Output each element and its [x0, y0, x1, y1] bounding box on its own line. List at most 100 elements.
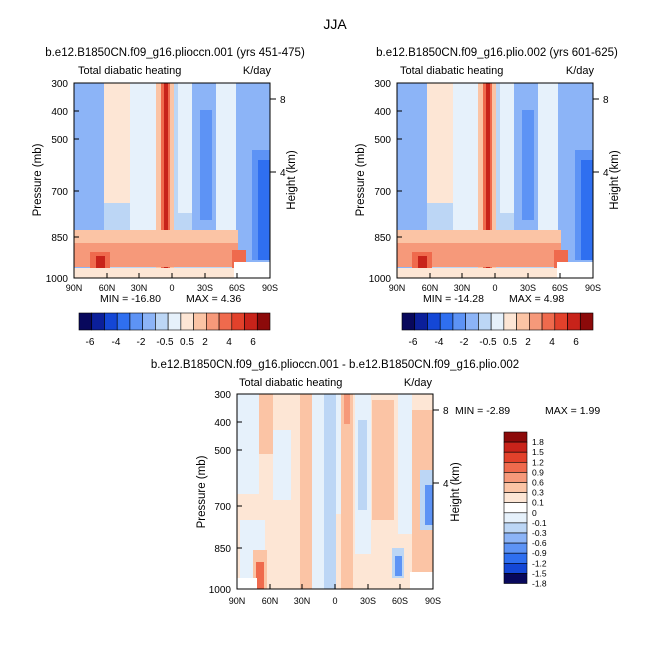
panel-3-colorbar-swatch-15 — [503, 573, 528, 584]
panel-1-cb-label-6: 2 — [202, 337, 208, 348]
panel-1-height-tick-4: 4 — [280, 168, 286, 179]
panel-1-colorbar-swatch-15 — [256, 312, 271, 331]
panel-3-xaxis: 90N 60N 30N 0 30S 60S 90S — [229, 584, 441, 606]
panel-2-field — [397, 83, 593, 278]
panel-1-xaxis: 90N 60N 30N 0 30S 60S 90S — [66, 273, 278, 293]
panel-2-subtitle-right: K/day — [566, 65, 595, 77]
panel-1-cb-label-7: 4 — [226, 337, 232, 348]
panel-1-ytick-300: 300 — [51, 79, 68, 90]
panel-2-ytick-850: 850 — [374, 233, 391, 244]
panel-1-title: b.e12.B1850CN.f09_g16.plioccn.001 (yrs 4… — [45, 47, 305, 59]
panel-3-colorbar-swatch-12 — [503, 542, 528, 554]
panel-2-cb-label-4: -0.5 — [479, 337, 497, 348]
panel-3-cb-label-3: 1.2 — [532, 457, 544, 467]
panel-2-xaxis: 90N 60N 30N 0 30S 60S 90S — [389, 273, 601, 293]
panel-2: b.e12.B1850CN.f09_g16.plio.002 (yrs 601-… — [355, 47, 621, 348]
panel-2-xtick-0: 0 — [492, 283, 497, 293]
panel-2-colorbar-swatch-14 — [567, 312, 581, 331]
panel-3-height-axis: 8 4 Height (km) — [433, 406, 462, 522]
panel-2-cb-label-6: 2 — [525, 337, 531, 348]
panel-2-colorbar-swatch-6 — [465, 312, 479, 331]
panel-1-ylabel: Pressure (mb) — [32, 143, 44, 216]
panel-3-ytick-700: 700 — [214, 502, 231, 513]
panel-3-colorbar-swatch-11 — [503, 532, 528, 544]
panel-1-colorbar-swatch-8 — [167, 312, 182, 331]
panel-3-colorbar-swatch-1 — [503, 431, 528, 443]
panel-3-xtick-30N: 30N — [294, 596, 311, 606]
panel-3-colorbar-swatch-2 — [503, 441, 528, 453]
panel-3-cb-label-7: 0.1 — [532, 498, 544, 508]
panel-3-cb-label-11: -0.6 — [532, 538, 547, 548]
panel-1-colorbar-swatch-6 — [142, 312, 156, 331]
panel-1-cb-label-8: 6 — [250, 337, 256, 348]
panel-2-height-tick-4: 4 — [603, 168, 609, 179]
panel-2-yaxis: 300 400 500 700 850 1000 Pressure (mb) — [355, 79, 402, 285]
panel-2-ytick-500: 500 — [374, 135, 391, 146]
panel-3-cb-label-14: -1.5 — [532, 568, 547, 578]
panel-3-ytick-400: 400 — [214, 418, 231, 429]
panel-3-colorbar-swatch-5 — [503, 472, 528, 483]
panel-2-colorbar-swatch-12 — [541, 312, 556, 331]
panel-2-xtick-60S: 60S — [552, 283, 568, 293]
panel-3-min: MIN = -2.89 — [455, 405, 510, 417]
panel-2-cb-label-7: 4 — [549, 337, 555, 348]
panel-3-colorbar: 1.81.51.20.90.60.30.10-0.1-0.3-0.6-0.9-1… — [503, 431, 547, 589]
panel-2-xtick-30N: 30N — [454, 283, 471, 293]
panel-2-colorbar-swatch-5 — [452, 312, 466, 331]
panel-2-cb-label-5: 0.5 — [503, 337, 517, 348]
panel-3-colorbar-swatch-13 — [503, 552, 528, 564]
panel-3-colorbar-swatch-8 — [503, 502, 528, 514]
panel-2-ytick-400: 400 — [374, 107, 391, 118]
panel-2-xtick-60N: 60N — [422, 283, 439, 293]
panel-2-colorbar-swatch-1 — [401, 312, 416, 331]
panel-1: b.e12.B1850CN.f09_g16.plioccn.001 (yrs 4… — [32, 47, 305, 348]
panel-1-field — [74, 83, 270, 278]
panel-3-cb-label-10: -0.3 — [532, 528, 547, 538]
panel-1-cb-label-3: -2 — [137, 337, 146, 348]
panel-1-ylabel-right: Height (km) — [286, 150, 298, 210]
panel-1-xtick-90N: 90N — [66, 283, 83, 293]
panel-2-min: MIN = -14.28 — [423, 293, 484, 305]
panel-2-subtitle-left: Total diabatic heating — [400, 65, 503, 77]
panel-3-colorbar-swatch-6 — [503, 482, 528, 493]
panel-2-colorbar-swatch-3 — [427, 312, 441, 331]
panel-1-colorbar-swatch-3 — [104, 312, 118, 331]
panel-2-ytick-700: 700 — [374, 187, 391, 198]
panel-2-colorbar-swatch-8 — [490, 312, 505, 331]
panel-1-ytick-850: 850 — [51, 233, 68, 244]
panel-1-yaxis: 300 400 500 700 850 1000 Pressure (mb) — [32, 79, 79, 285]
panel-1-xtick-30N: 30N — [131, 283, 148, 293]
panel-3-cb-label-2: 1.5 — [532, 447, 544, 457]
panel-3-colorbar-swatch-9 — [503, 512, 528, 524]
panel-2-cb-label-3: -2 — [460, 337, 469, 348]
panel-3-xtick-90S: 90S — [425, 596, 441, 606]
panel-1-ytick-400: 400 — [51, 107, 68, 118]
panel-1-colorbar-cells — [78, 312, 271, 331]
panel-3-ylabel: Pressure (mb) — [196, 455, 208, 528]
panel-3-colorbar-swatch-10 — [503, 522, 528, 534]
panel-3-colorbar-labels: 1.81.51.20.90.60.30.10-0.1-0.3-0.6-0.9-1… — [532, 437, 547, 588]
panel-3-ytick-1000: 1000 — [209, 585, 232, 596]
panel-3-height-tick-4: 4 — [443, 479, 449, 490]
panel-1-xtick-90S: 90S — [262, 283, 278, 293]
panel-1-xtick-30S: 30S — [197, 283, 213, 293]
panel-2-xtick-90N: 90N — [389, 283, 406, 293]
panel-1-cb-label-2: -4 — [112, 337, 121, 348]
panel-3-max: MAX = 1.99 — [545, 405, 600, 417]
panel-1-max: MAX = 4.36 — [186, 293, 241, 305]
panel-3-subtitle-right: K/day — [404, 377, 433, 389]
panel-2-colorbar-swatch-15 — [579, 312, 594, 331]
panel-2-xtick-90S: 90S — [585, 283, 601, 293]
panel-1-ytick-500: 500 — [51, 135, 68, 146]
panel-3-field — [237, 394, 433, 589]
panel-2-title: b.e12.B1850CN.f09_g16.plio.002 (yrs 601-… — [376, 47, 618, 59]
panel-1-xtick-60N: 60N — [99, 283, 116, 293]
panel-1-height-tick-8: 8 — [280, 95, 286, 106]
panel-2-colorbar-swatch-13 — [554, 312, 568, 331]
panel-3-cb-label-6: 0.3 — [532, 488, 544, 498]
panel-2-xtick-30S: 30S — [520, 283, 536, 293]
panel-2-colorbar-swatch-4 — [439, 312, 454, 331]
panel-1-subtitle-left: Total diabatic heating — [78, 65, 181, 77]
panel-3-cb-label-4: 0.9 — [532, 467, 544, 477]
